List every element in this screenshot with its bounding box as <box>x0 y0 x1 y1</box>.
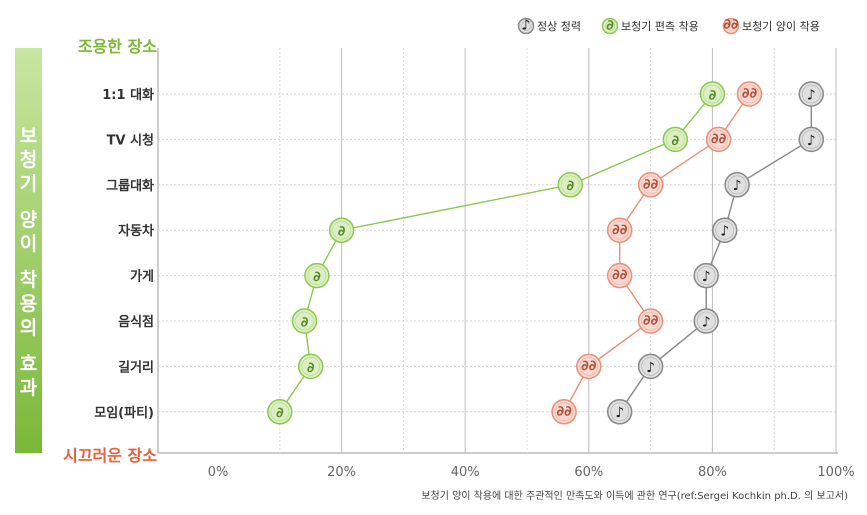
data-point-two-ears-icon: ∂∂ <box>736 81 763 107</box>
data-point-two-ears-icon: ∂∂ <box>606 217 633 243</box>
data-point-music-note-icon: ♪ <box>798 126 825 153</box>
data-point-ear-icon: ∂ <box>304 262 330 289</box>
y-axis-title-char: 이 <box>20 233 37 255</box>
svg-text:∂∂: ∂∂ <box>581 358 597 374</box>
svg-text:♪: ♪ <box>807 87 816 103</box>
data-point-two-ears-icon: ∂∂ <box>705 126 732 153</box>
svg-text:∂: ∂ <box>301 314 309 330</box>
data-point-music-note-icon: ♪ <box>637 353 664 380</box>
category-label: 가게 <box>130 270 154 285</box>
y-axis-title-char: 착 <box>20 269 38 291</box>
data-point-ear-icon: ∂ <box>699 81 726 107</box>
svg-text:∂∂: ∂∂ <box>556 403 572 419</box>
data-point-ear-icon: ∂ <box>328 217 355 243</box>
svg-text:♪: ♪ <box>807 133 816 149</box>
svg-text:∂: ∂ <box>709 87 717 103</box>
data-point-two-ears-icon: ∂∂ <box>637 172 664 198</box>
source-note: 보청기 양이 착용에 대한 주관적인 만족도와 이득에 관한 연구(ref:Se… <box>421 490 848 502</box>
svg-text:∂∂: ∂∂ <box>612 267 628 283</box>
data-point-music-note-icon: ♪ <box>798 81 825 107</box>
legend-two-ears-icon: ∂∂ <box>722 17 740 35</box>
svg-text:♪: ♪ <box>522 18 531 34</box>
data-point-music-note-icon: ♪ <box>712 217 738 243</box>
legend-ear-icon: ∂ <box>601 18 619 35</box>
data-point-ear-icon: ∂ <box>557 172 584 198</box>
data-point-ear-icon: ∂ <box>662 126 689 153</box>
svg-text:∂: ∂ <box>566 178 574 194</box>
data-point-music-note-icon: ♪ <box>693 262 719 289</box>
svg-text:∂∂: ∂∂ <box>742 86 758 102</box>
loud-place-label: 시끄러운 장소 <box>63 446 157 465</box>
svg-text:♪: ♪ <box>720 224 729 240</box>
category-label: TV 시청 <box>107 132 154 148</box>
svg-text:♪: ♪ <box>615 405 624 421</box>
legend-label: 보청기 양이 착용 <box>742 20 820 33</box>
svg-text:∂: ∂ <box>672 133 680 149</box>
y-axis-title-char: 보 <box>20 125 37 147</box>
x-tick-label: 20% <box>327 465 356 480</box>
svg-text:♪: ♪ <box>733 178 742 194</box>
svg-text:♪: ♪ <box>702 269 711 285</box>
svg-text:♪: ♪ <box>646 360 655 376</box>
category-label: 그룹대화 <box>106 178 154 194</box>
svg-text:∂∂: ∂∂ <box>643 176 659 192</box>
y-axis-title-char: 과 <box>20 377 38 399</box>
legend-label: 보청기 편측 착용 <box>621 20 699 33</box>
legend-label: 정상 청력 <box>537 20 581 33</box>
x-tick-label: 80% <box>698 465 727 480</box>
series-layer: ♪♪♪♪♪♪♪♪∂∂∂∂∂∂∂∂∂∂∂∂∂∂∂∂∂∂∂∂∂∂∂∂ <box>267 81 825 425</box>
legend-music-note-icon: ♪ <box>517 18 535 35</box>
svg-text:♪: ♪ <box>702 314 711 330</box>
x-tick-label: 40% <box>451 465 480 480</box>
quiet-place-label: 조용한 장소 <box>78 37 157 56</box>
y-axis-title-char: 의 <box>20 317 37 339</box>
y-axis-title-char: 기 <box>20 173 37 195</box>
y-axis-title-char: 청 <box>20 149 37 171</box>
legend: ♪ 정상 청력 ∂ 보청기 편측 착용 ∂∂ 보청기 양이 착용 <box>517 17 820 35</box>
svg-text:∂: ∂ <box>606 18 614 34</box>
svg-text:∂: ∂ <box>276 405 284 421</box>
svg-text:∂: ∂ <box>338 224 346 240</box>
svg-text:∂∂: ∂∂ <box>612 222 628 238</box>
category-label: 1:1 대화 <box>102 87 154 103</box>
data-point-ear-icon: ∂ <box>291 308 318 334</box>
data-point-music-note-icon: ♪ <box>606 399 633 425</box>
grid <box>157 48 838 454</box>
x-tick-label: 100% <box>817 465 854 480</box>
data-point-two-ears-icon: ∂∂ <box>637 308 664 334</box>
series-line <box>563 93 751 413</box>
category-label: 길거리 <box>118 359 154 375</box>
category-label: 자동차 <box>118 223 154 239</box>
data-point-music-note-icon: ♪ <box>693 308 719 334</box>
data-point-music-note-icon: ♪ <box>724 172 750 198</box>
data-point-two-ears-icon: ∂∂ <box>606 262 633 289</box>
x-tick-labels: 0% 20% 40% 60% 80% 100% <box>208 465 855 480</box>
svg-text:∂: ∂ <box>307 360 315 376</box>
svg-text:∂∂: ∂∂ <box>643 313 659 329</box>
svg-text:∂∂: ∂∂ <box>711 131 727 147</box>
category-label: 음식점 <box>118 314 154 330</box>
x-tick-label: 0% <box>208 465 229 480</box>
category-label: 모임(파티) <box>94 405 154 421</box>
svg-text:∂∂: ∂∂ <box>723 17 739 33</box>
y-axis-title-char: 용 <box>20 293 37 315</box>
y-axis-title-char: 효 <box>20 353 37 375</box>
x-tick-label: 60% <box>574 465 603 480</box>
svg-text:∂: ∂ <box>313 269 321 285</box>
data-point-two-ears-icon: ∂∂ <box>576 353 602 380</box>
data-point-ear-icon: ∂ <box>267 399 293 425</box>
side-bar <box>15 48 42 453</box>
data-point-two-ears-icon: ∂∂ <box>551 399 577 425</box>
y-axis-title-char: 양 <box>20 209 38 231</box>
data-point-ear-icon: ∂ <box>297 353 324 380</box>
